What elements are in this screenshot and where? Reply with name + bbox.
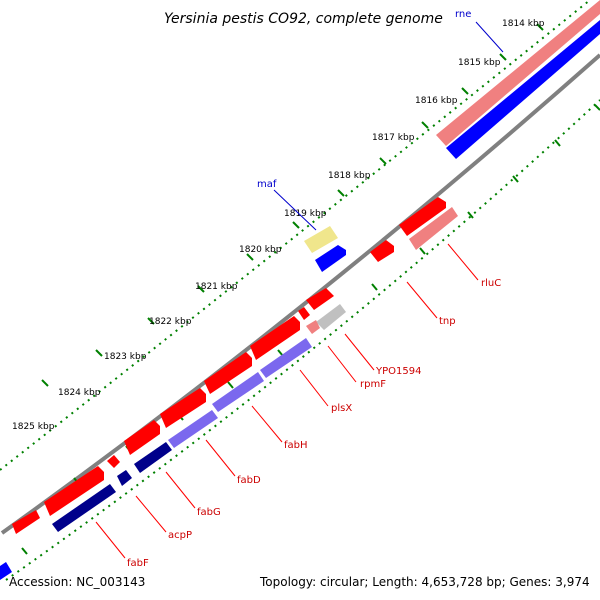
tick-label: 1818 kbp [328, 171, 371, 181]
label-line-plsX [299, 369, 329, 407]
tick-labels: 1814 kbp 1815 kbp 1816 kbp 1817 kbp 1818… [12, 19, 545, 432]
gene-rne[interactable] [436, 0, 600, 159]
label-line-fabG [165, 471, 196, 509]
gene-acpP[interactable] [107, 455, 132, 486]
inner-ruler [5, 99, 600, 581]
label-line-fabD [205, 439, 236, 477]
gene-label-YPO1594: YPO1594 [375, 366, 421, 377]
tick-label: 1815 kbp [458, 58, 501, 68]
outer-ruler [0, 0, 591, 471]
label-line-fabH [251, 405, 283, 443]
gene-label-fabH: fabH [284, 440, 308, 451]
genome-backbone-inner [0, 42, 598, 525]
gene-plsX[interactable] [250, 316, 312, 378]
gene-label-plsX: plsX [331, 403, 352, 414]
gene-rluC[interactable] [399, 197, 458, 250]
tick-label: 1816 kbp [415, 96, 458, 106]
tick-label: 1825 kbp [12, 422, 55, 432]
gene-fabG[interactable] [124, 420, 172, 473]
label-line-rluC [447, 243, 479, 281]
label-line-acpP [135, 495, 167, 533]
gene-label-rpmF: rpmF [360, 379, 386, 390]
gene-partial-left[interactable] [0, 510, 40, 580]
gene-label-fabF: fabF [127, 558, 149, 569]
gene-YPO1594[interactable] [306, 288, 346, 330]
gene-tnp[interactable] [370, 240, 394, 262]
gene-fabF[interactable] [44, 466, 116, 532]
gene-label-rne: rne [455, 9, 471, 20]
gene-label-tnp: tnp [439, 316, 456, 327]
tick-label: 1821 kbp [195, 282, 238, 292]
tick-label: 1819 kbp [284, 209, 327, 219]
gene-fabH[interactable] [204, 352, 264, 412]
tick-label: 1824 kbp [58, 388, 101, 398]
tick-label: 1823 kbp [104, 352, 147, 362]
gene-label-maf: maf [257, 179, 277, 190]
accession-label: Accession: NC_003143 [9, 575, 145, 589]
tick-label: 1822 kbp [149, 317, 192, 327]
gene-maf[interactable] [304, 226, 346, 272]
tick-label: 1820 kbp [239, 245, 282, 255]
tick-label: 1817 kbp [372, 133, 415, 143]
outer-ruler-ticks [41, 23, 544, 387]
genome-title: Yersinia pestis CO92, complete genome [164, 11, 443, 27]
label-line-rne [475, 21, 504, 53]
gene-rpmF[interactable] [298, 307, 320, 334]
label-line-YPO1594 [344, 333, 375, 371]
gene-fabD[interactable] [160, 388, 218, 448]
gene-label-acpP: acpP [168, 530, 192, 541]
tick-label: 1814 kbp [502, 19, 545, 29]
gene-label-rluC: rluC [481, 278, 501, 289]
label-line-tnp [406, 281, 438, 319]
label-line-rpmF [327, 345, 357, 383]
gene-label-fabD: fabD [237, 475, 261, 486]
gene-label-fabG: fabG [197, 507, 221, 518]
label-line-fabF [95, 521, 126, 559]
genome-summary: Topology: circular; Length: 4,653,728 bp… [259, 575, 590, 589]
label-line-maf [273, 189, 317, 231]
genome-backbone [0, 53, 600, 535]
